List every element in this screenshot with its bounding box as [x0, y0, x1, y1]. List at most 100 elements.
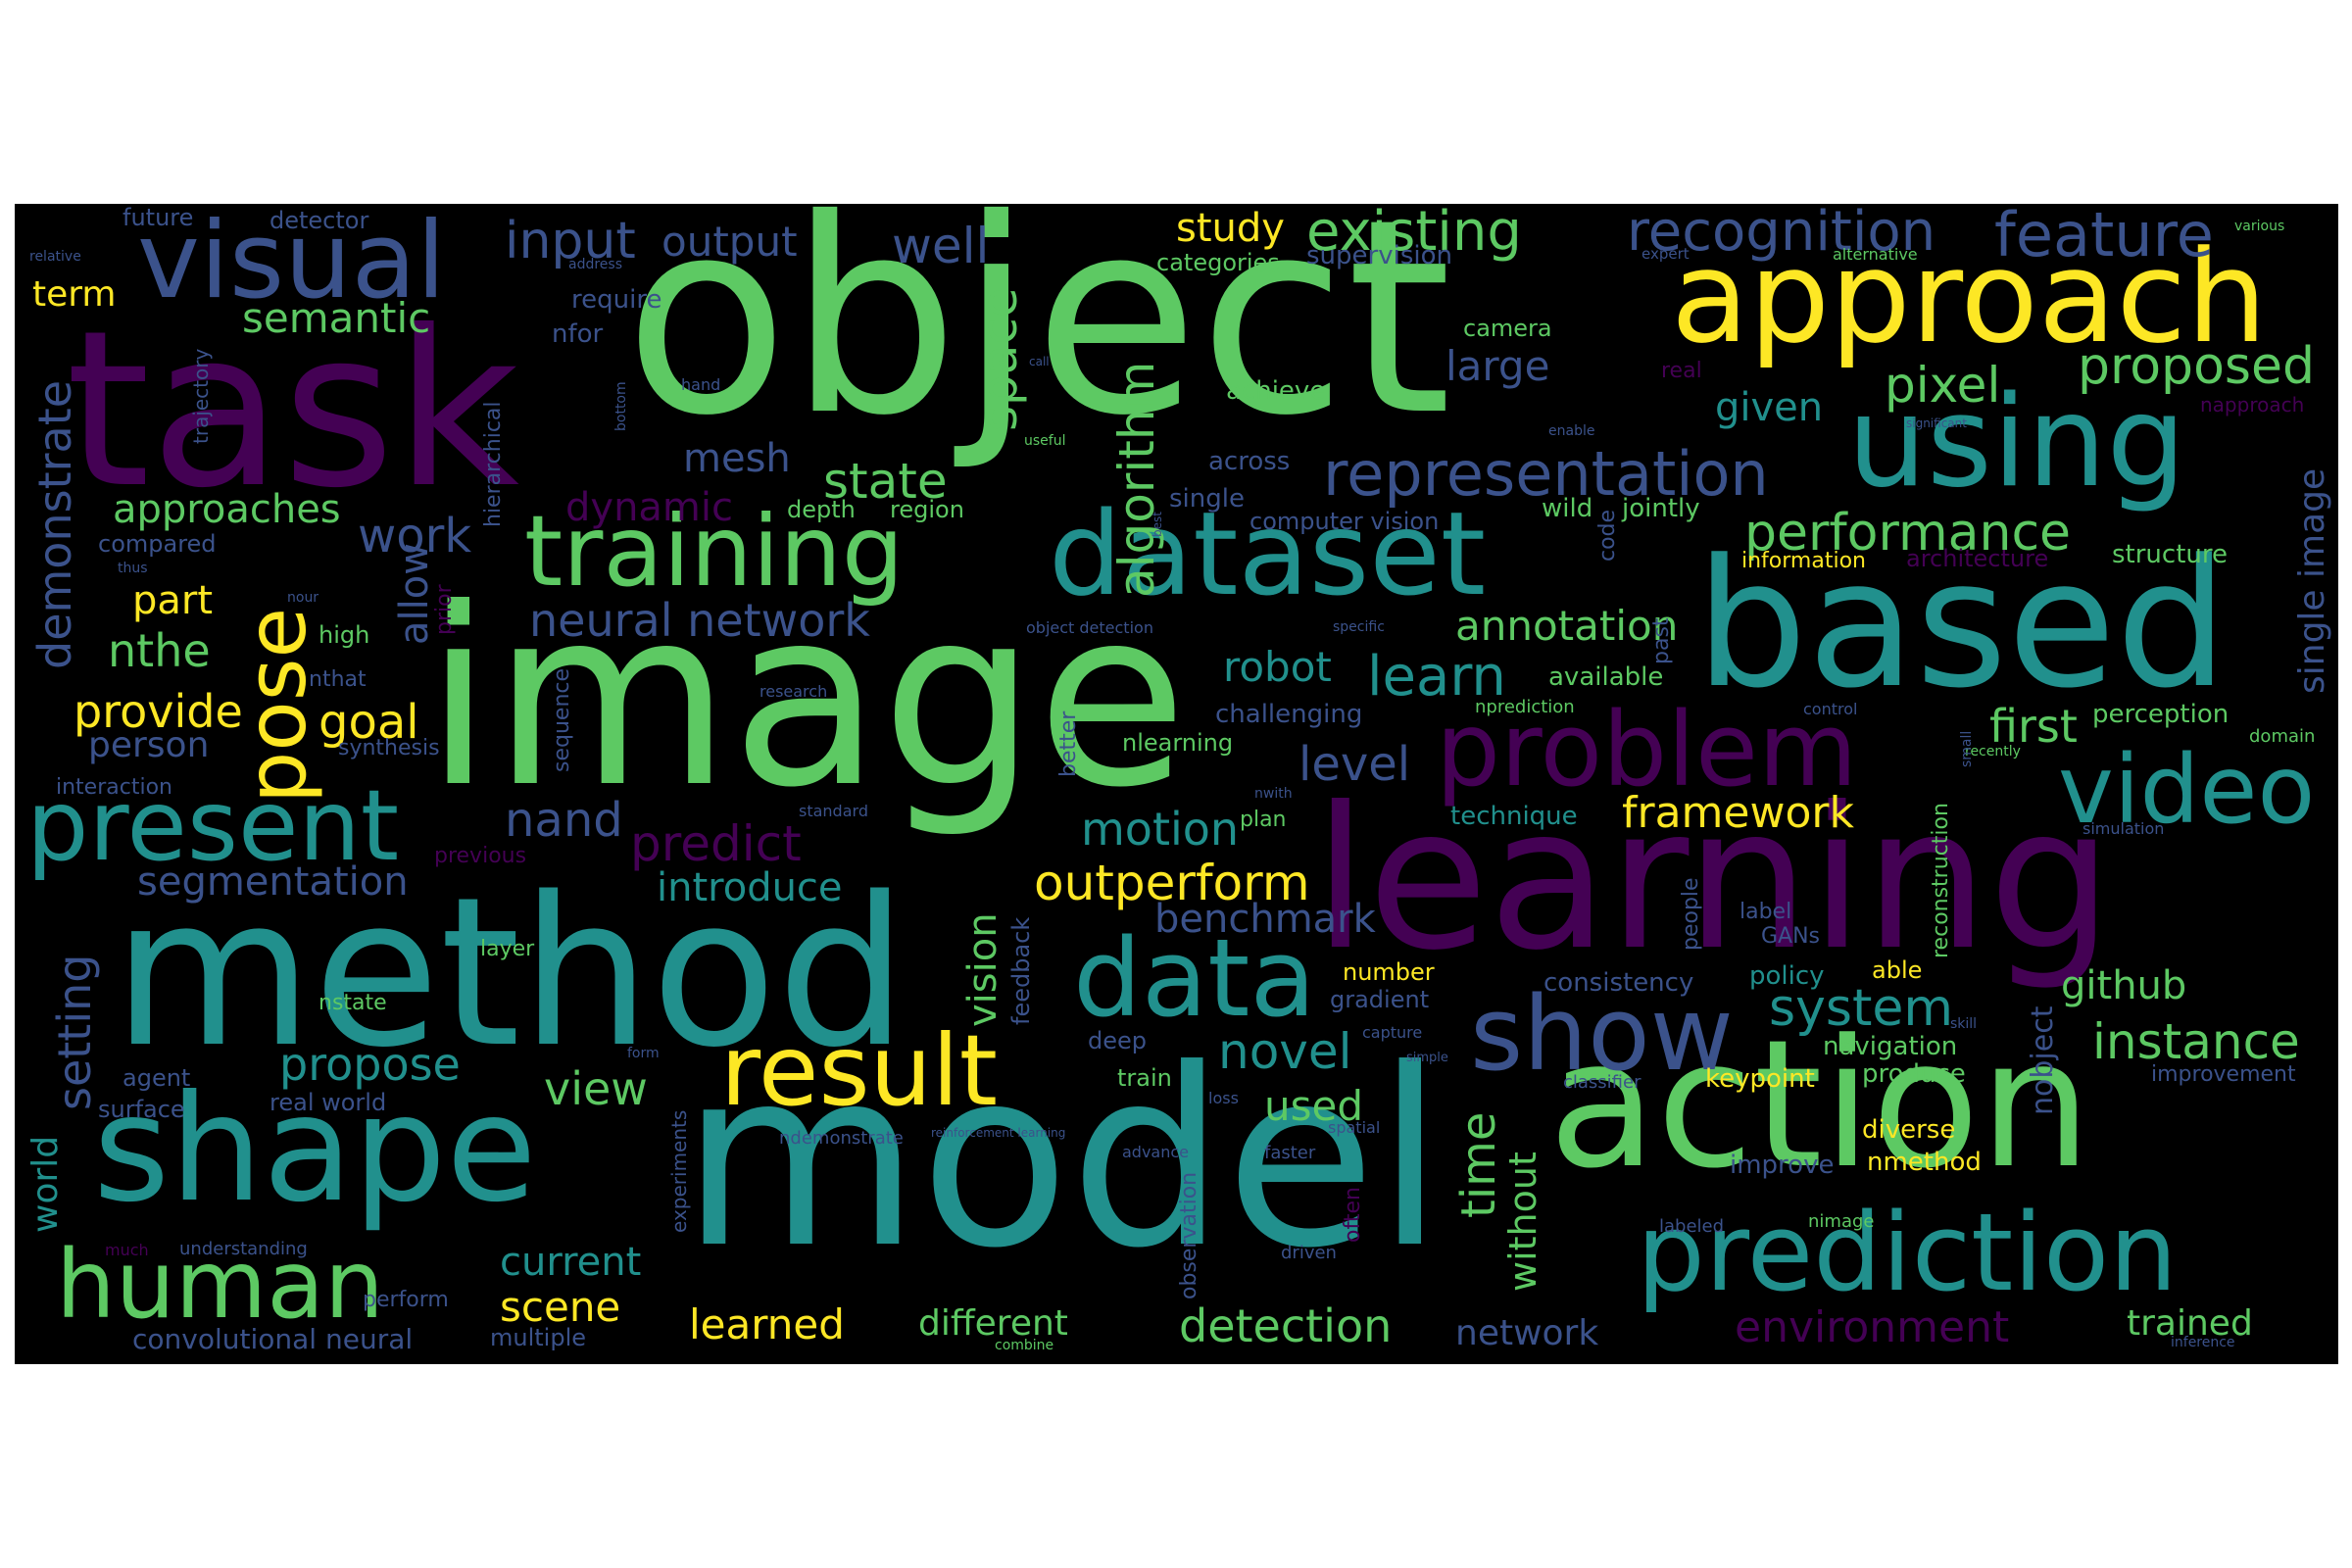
word-perception: perception [2092, 700, 2230, 729]
word-detection: detection [1179, 1299, 1393, 1352]
word-nimage: nimage [1808, 1211, 1875, 1232]
word-experiments: experiments [667, 1109, 691, 1233]
word-vision: vision [960, 912, 1005, 1027]
word-multiple: multiple [490, 1324, 587, 1351]
word-predict: predict [630, 815, 802, 872]
word-depth: depth [787, 496, 856, 523]
word-inference: inference [2171, 1335, 2235, 1350]
word-keypoint: keypoint [1705, 1064, 1815, 1094]
word-show: show [1470, 974, 1734, 1094]
word-learn: learn [1367, 645, 1506, 709]
word-capture: capture [1362, 1023, 1423, 1042]
word-world: world [25, 1135, 66, 1233]
word-simulation: simulation [2082, 819, 2165, 838]
word-first: first [1989, 700, 2078, 753]
word-produce: produce [1862, 1059, 1966, 1089]
word-significant: significant [1906, 416, 1967, 430]
word-object: object [624, 204, 1452, 474]
word-able: able [1872, 956, 1923, 984]
word-using: using [1847, 369, 2186, 515]
word-different: different [918, 1303, 1068, 1344]
word-high: high [318, 621, 370, 649]
word-state: state [823, 453, 948, 510]
word-architecture: architecture [1906, 545, 2049, 572]
word-deep: deep [1088, 1027, 1147, 1054]
word-pixel: pixel [1885, 357, 2001, 414]
word-goal: goal [318, 695, 419, 750]
word-learned: learned [689, 1300, 845, 1348]
word-GANs: GANs [1761, 924, 1821, 949]
word-interaction: interaction [56, 775, 172, 800]
word-advance: advance [1122, 1143, 1190, 1161]
word-environment: environment [1735, 1302, 2010, 1352]
word-train: train [1117, 1064, 1172, 1092]
word-pose: pose [228, 607, 324, 804]
word-much: much [105, 1241, 149, 1259]
word-real-world: real world [270, 1089, 387, 1116]
word-bottom: bottom [613, 381, 629, 431]
word-problem: problem [1436, 690, 1858, 809]
word-sequence: sequence [550, 667, 574, 772]
word-domain: domain [2249, 726, 2316, 747]
word-result: result [720, 1013, 998, 1128]
word-better: better [1056, 710, 1081, 777]
word-given: given [1715, 385, 1824, 430]
word-simple: simple [1406, 1051, 1448, 1065]
word-detector: detector [270, 207, 369, 234]
word-people: people [1679, 877, 1703, 951]
word-hierarchical: hierarchical [481, 401, 506, 527]
word-faster: faster [1264, 1143, 1316, 1163]
word-synthesis: synthesis [338, 736, 440, 760]
word-reconstruction: reconstruction [1929, 803, 1953, 958]
word-understanding: understanding [179, 1239, 308, 1259]
word-scene: scene [500, 1283, 621, 1331]
word-data: data [1073, 915, 1316, 1041]
word-study: study [1176, 206, 1285, 251]
word-dynamic: dynamic [565, 485, 733, 530]
word-across: across [1208, 447, 1291, 476]
word-part: part [132, 578, 214, 623]
word-outperform: outperform [1034, 855, 1310, 911]
word-robot: robot [1223, 643, 1332, 691]
word-without: without [1501, 1152, 1544, 1292]
word-action: action [1548, 1003, 2092, 1207]
word-plan: plan [1240, 808, 1287, 832]
word-alternative: alternative [1833, 245, 1918, 264]
word-input: input [505, 212, 636, 270]
word-prior: prior [432, 584, 457, 635]
word-method: method [113, 853, 907, 1093]
word-proposed: proposed [2078, 337, 2315, 396]
word-shape: shape [93, 1064, 537, 1235]
word-propose: propose [279, 1038, 461, 1091]
word-wild: wild [1542, 494, 1593, 523]
word-consistency: consistency [1544, 968, 1694, 998]
word-require: require [571, 285, 662, 315]
word-well: well [892, 218, 990, 274]
word-github: github [2061, 963, 2187, 1008]
word-current: current [500, 1240, 642, 1285]
word-thus: thus [118, 561, 148, 576]
word-semantic: semantic [242, 294, 431, 342]
word-video: video [2058, 735, 2316, 845]
word-code: code [1595, 509, 1620, 562]
word-nmethod: nmethod [1867, 1148, 1982, 1177]
word-nstate: nstate [318, 991, 387, 1015]
word-perform: perform [363, 1288, 449, 1312]
word-computer-vision: computer vision [1250, 508, 1440, 535]
word-used: used [1264, 1082, 1364, 1130]
word-structure: structure [2112, 540, 2228, 569]
word-form: form [627, 1046, 660, 1061]
word-task: task [66, 284, 520, 535]
word-research: research [760, 682, 828, 701]
word-time: time [1451, 1111, 1506, 1218]
word-recognition: recognition [1627, 204, 1936, 264]
word-past: past [1649, 617, 1674, 664]
word-challenging: challenging [1215, 700, 1363, 729]
word-call: call [1029, 355, 1050, 368]
word-nand: nand [505, 793, 623, 848]
word-surface: surface [98, 1096, 185, 1123]
word-achieve: achieve [1226, 376, 1326, 406]
word-agent: agent [122, 1064, 191, 1092]
word-demonstrate: demonstrate [28, 379, 81, 669]
word-nthat: nthat [309, 667, 367, 692]
